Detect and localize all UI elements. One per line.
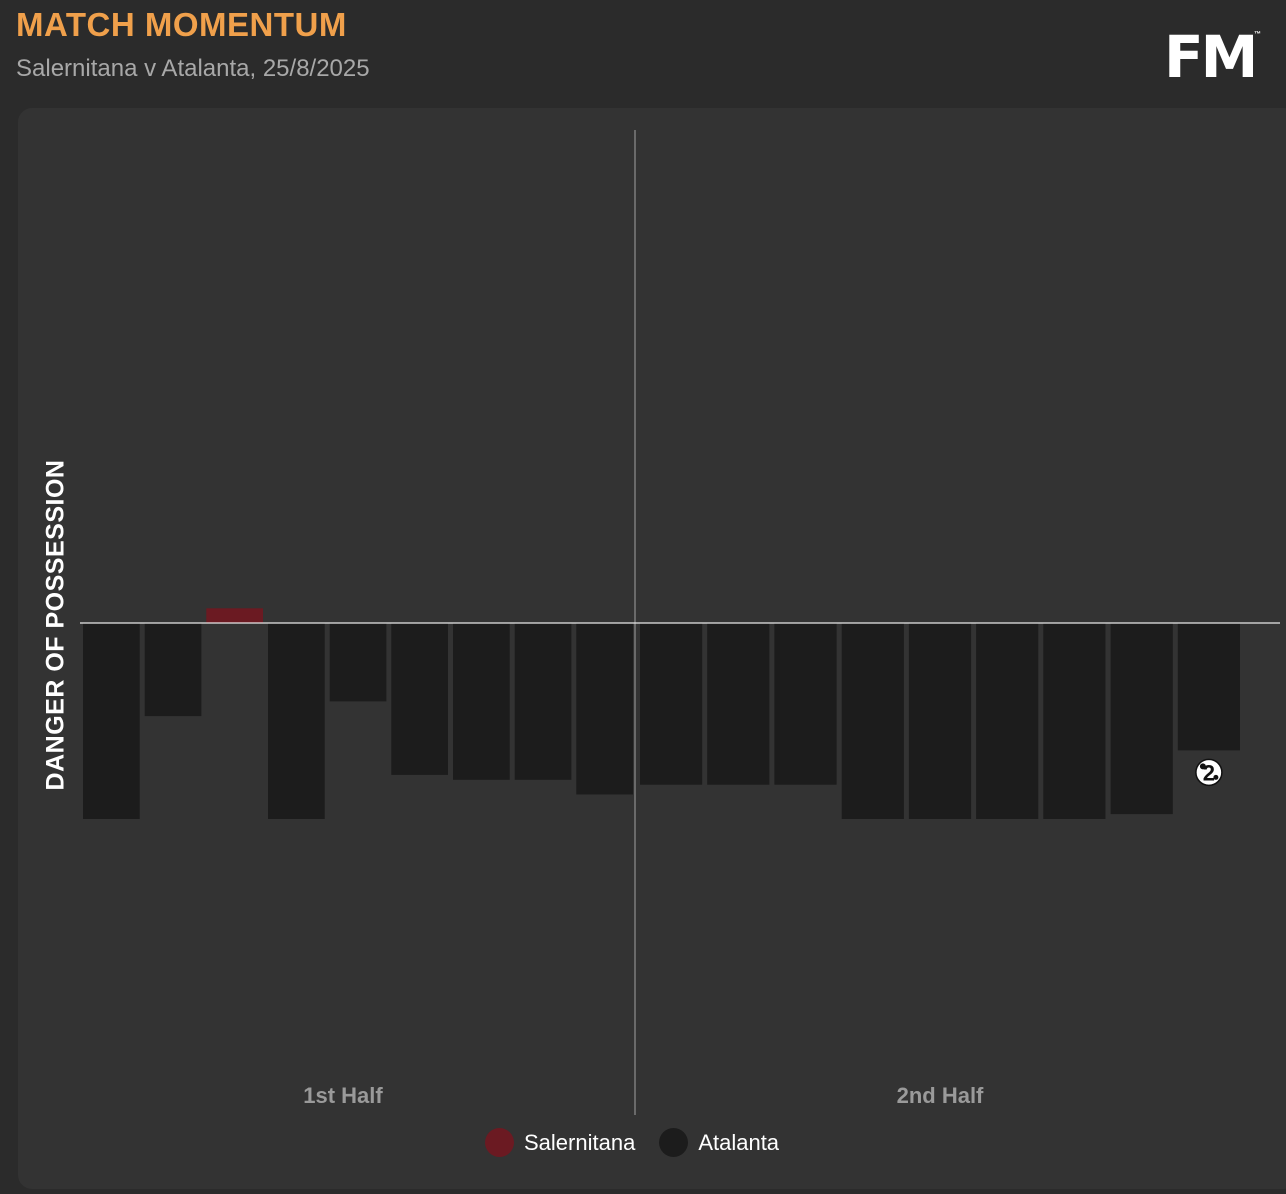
first-half-label: 1st Half [303,1083,383,1108]
legend-swatch-atalanta [659,1128,689,1157]
momentum-bar [453,623,510,780]
momentum-bar [774,623,837,785]
momentum-bar [640,623,703,785]
momentum-bar [1110,623,1173,815]
momentum-bar [144,623,202,717]
legend-item-salernitana: Salernitana [485,1128,635,1157]
momentum-bar [514,623,572,780]
momentum-bar [707,623,770,785]
page-title: MATCH MOMENTUM [16,6,347,43]
goal-count-label: 2 [1203,760,1215,785]
legend-swatch-salernitana [485,1128,514,1157]
y-axis-label: DANGER OF POSSESSION [41,459,70,791]
legend-label-atalanta: Atalanta [698,1129,780,1155]
legend-label-salernitana: Salernitana [524,1129,636,1155]
momentum-bar [976,623,1039,819]
legend: Salernitana Atalanta [485,1128,803,1157]
second-half-label: 2nd Half [896,1083,984,1108]
momentum-bar [908,623,972,819]
momentum-bar [83,623,140,819]
momentum-bar [206,608,263,623]
momentum-bar [391,623,448,775]
momentum-bar [1177,623,1240,751]
momentum-bar [841,623,904,819]
football-icon [1195,758,1223,787]
momentum-bar [329,623,387,702]
momentum-bar [268,623,325,819]
fm-logo: FM [1164,23,1258,91]
momentum-bar [576,623,633,795]
fm-trademark: ™ [1254,31,1261,38]
momentum-bar [1043,623,1106,819]
legend-item-atalanta: Atalanta [659,1128,779,1157]
match-subtitle: Salernitana v Atalanta, 25/8/2025 [16,55,370,82]
